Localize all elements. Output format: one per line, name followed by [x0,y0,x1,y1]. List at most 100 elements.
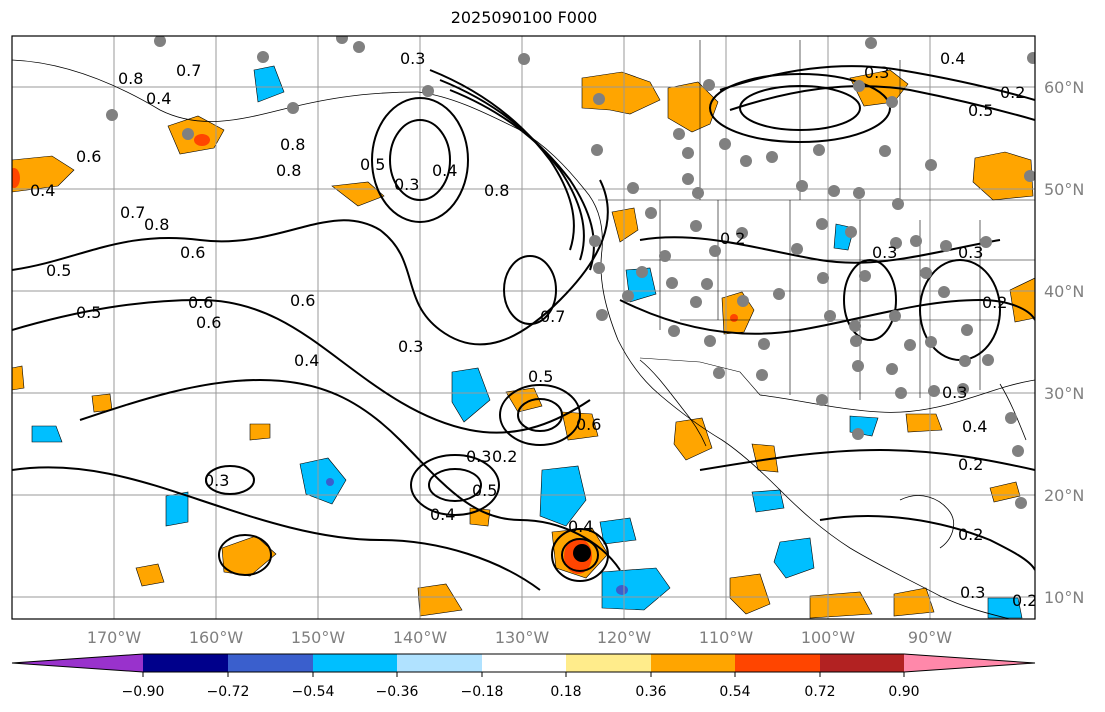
station-dot [701,278,713,290]
shade-area [249,423,271,441]
station-dot [636,266,648,278]
map-panel: 0.3 0.8 0.7 0.4 0.6 0.8 0.5 0.3 0.4 0.8 … [11,35,1037,620]
shade-area [987,597,1023,619]
station-dot [853,80,865,92]
station-dot [938,286,950,298]
contour-label: 0.2 [1012,591,1037,610]
station-dot [645,207,657,219]
station-dot [886,363,898,375]
contour-ring [428,468,482,502]
contour-label: 0.2 [982,293,1007,312]
colorbar-tick-label: 0.72 [804,684,835,700]
coastlines [12,59,1035,619]
contour-label: 0.3 [960,583,985,602]
contour-label: 0.3 [398,337,423,356]
contour-label: 0.6 [180,243,205,262]
contour-label: 0.4 [940,49,965,68]
station-dot [719,138,731,150]
lat-label: 30°N [1044,384,1084,403]
contour [439,79,585,261]
shade-area [505,387,543,413]
station-dot [703,79,715,91]
station-dot [257,51,269,63]
closed-contours [205,73,1001,582]
station-dot [704,335,716,347]
station-dot [659,250,671,262]
contour [619,298,1035,335]
strong-negative-shading [326,478,628,595]
north-america-coast [417,91,1011,619]
station-dot [796,180,808,192]
station-dot [668,325,680,337]
contour-label: 0.8 [484,181,509,200]
station-dot [422,85,434,97]
shade-area [12,155,75,193]
station-dot [773,288,785,300]
station-dot [709,245,721,257]
longitude-labels: 170°W 160°W 150°W 140°W 130°W 120°W 110°… [87,628,952,647]
contour-ring [371,97,469,223]
station-dot [813,144,825,156]
contour-label: 0.8 [118,69,143,88]
lon-label: 110°W [699,628,754,647]
contour-label: 0.4 [294,351,319,370]
colorbar-tick-label: −0.18 [461,684,504,700]
station-dot [756,369,768,381]
shade-area [972,151,1034,201]
station-dot [852,360,864,372]
station-dot [828,185,840,197]
contour-label: 0.8 [280,135,305,154]
colorbar-segment [397,654,482,672]
contour-ring [389,119,451,201]
contour-label: 0.2 [958,525,983,544]
contour-label: 0.4 [30,181,55,200]
station-dot [766,151,778,163]
colorbar-tick-label: −0.54 [292,684,335,700]
florida [999,383,1027,441]
colorbar-segment [482,654,566,672]
contour-label: 0.6 [576,415,601,434]
station-dot [336,36,348,44]
contour [12,179,609,346]
contour-label: 0.6 [290,291,315,310]
us-mexico-border [639,357,761,396]
contour-label: 0.2 [720,229,745,248]
lon-label: 90°W [908,628,952,647]
station-dot [961,324,973,336]
shade-area [253,65,285,103]
shade-area [601,567,671,611]
station-dot [666,277,678,289]
station-dot [673,128,685,140]
contour-label: 0.5 [360,155,385,174]
contour [12,466,541,591]
colorbar-segment [735,654,820,672]
colorbar-segment [143,654,228,672]
colorbar-tick-label: −0.90 [122,684,165,700]
station-dot [859,270,871,282]
shade-area [1009,277,1035,323]
station-dot [713,367,725,379]
map-frame [11,35,1036,620]
colorbar-segment [651,654,735,672]
shade-area [809,591,873,619]
lon-label: 100°W [801,628,856,647]
station-dot [879,145,891,157]
yucatan [899,495,954,549]
gulf-of-california [639,359,707,447]
station-dot [925,159,937,171]
station-dot [959,355,971,367]
station-dot [849,320,861,332]
shade-area [165,491,189,527]
station-dot [850,335,862,347]
contour-label: 0.3 [466,447,491,466]
contour-label: 0.2 [492,447,517,466]
lat-label: 50°N [1044,180,1084,199]
station-dot [1005,412,1017,424]
station-dot [865,37,877,49]
contour-label: 0.6 [196,313,221,332]
station-dot [853,187,865,199]
latitude-labels: 60°N 50°N 40°N 30°N 20°N 10°N [1044,78,1084,607]
shade-area [31,425,63,443]
station-dot [892,198,904,210]
shade-area [773,537,815,579]
